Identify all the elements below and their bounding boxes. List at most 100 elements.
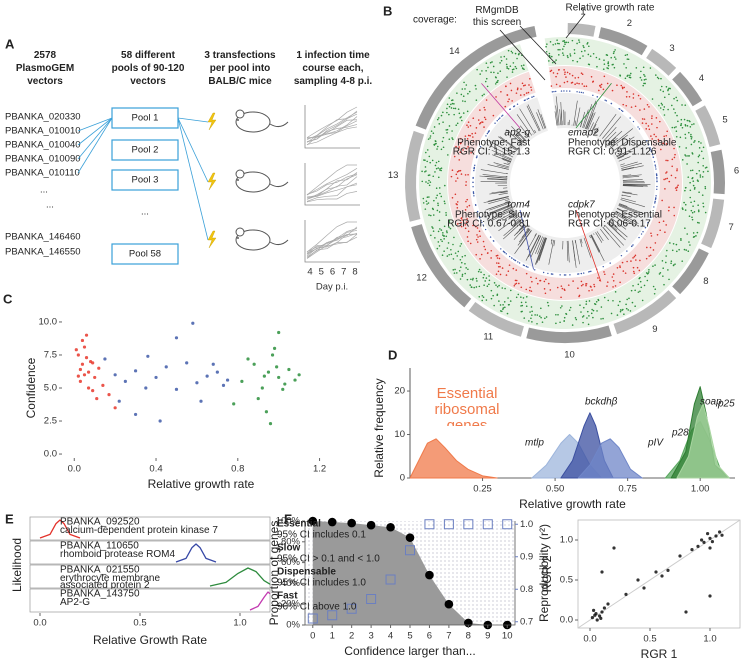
ring-texture: [460, 173, 463, 175]
ring-texture: [657, 77, 660, 80]
ring-texture: [465, 181, 467, 183]
ring-texture: [671, 104, 673, 107]
ring-texture: [428, 174, 431, 176]
ring-texture: [503, 301, 506, 303]
ring-texture: [450, 253, 453, 256]
ring-texture: [610, 217, 627, 230]
ring-texture: [477, 236, 479, 238]
y-tick-label: 20%: [281, 599, 301, 610]
ring-texture: [614, 49, 616, 51]
ring-texture: [585, 85, 588, 87]
ring-texture: [435, 197, 438, 199]
ring-texture: [472, 117, 475, 120]
ring-texture: [446, 255, 449, 257]
data-point: [366, 594, 377, 604]
mini-trace: [306, 116, 358, 139]
ring-texture: [460, 137, 462, 140]
ring-texture: [439, 192, 441, 195]
y-axis-label: Proportion of genes: [267, 521, 281, 626]
ring-texture: [472, 192, 475, 195]
ring-texture: [472, 186, 474, 188]
ring-texture: [464, 272, 466, 275]
ring-texture: [545, 316, 548, 318]
y-tick-label: 100%: [276, 516, 301, 527]
ring-texture: [605, 131, 617, 143]
ring-texture: [426, 203, 428, 205]
ring-texture: [568, 309, 571, 311]
ring-texture: [590, 234, 605, 262]
ring-texture: [690, 137, 693, 140]
ring-texture: [441, 254, 444, 256]
x-tick-label: 5: [407, 631, 412, 642]
ring-texture: [644, 75, 646, 77]
ring-texture: [616, 314, 619, 316]
ring-texture: [588, 300, 591, 302]
ring-texture: [626, 53, 629, 56]
ring-texture: [628, 76, 631, 79]
ring-texture: [456, 92, 458, 94]
ring-texture: [456, 177, 459, 179]
ring-texture: [562, 54, 565, 56]
ring-texture: [672, 242, 675, 245]
mini-trace: [306, 120, 358, 146]
ring-texture: [619, 309, 622, 311]
connector: [177, 117, 209, 241]
ring-texture: [525, 305, 528, 308]
ring-texture: [489, 202, 511, 211]
ring-texture: [659, 271, 662, 274]
ring-texture: [498, 136, 518, 151]
data-point: [327, 610, 338, 621]
annotation-gene: rom4: [507, 200, 530, 211]
ring-texture: [453, 113, 455, 116]
ring-texture: [422, 202, 425, 204]
ring-texture: [607, 67, 609, 70]
ring-texture: [555, 96, 560, 126]
gene-description-line: rhomboid protease ROM4: [60, 549, 175, 560]
ring-texture: [466, 278, 469, 281]
ring-texture: [464, 88, 466, 90]
annotation-ci: RGR CI: 1.15-1.3: [453, 147, 531, 158]
ring-texture: [527, 104, 541, 131]
ring-texture: [486, 196, 509, 203]
row-box: [29, 516, 271, 541]
ring-texture: [654, 288, 657, 291]
ring-texture: [497, 207, 513, 215]
ring-texture: [499, 273, 502, 276]
ring-texture: [586, 102, 598, 130]
ring-texture: [559, 321, 561, 324]
ring-texture: [637, 126, 639, 128]
ring-texture: [670, 174, 673, 177]
ring-texture: [545, 278, 547, 281]
ring-texture: [642, 66, 645, 69]
ring-texture: [604, 225, 624, 246]
ring-texture: [645, 78, 647, 81]
ring-texture: [614, 212, 634, 226]
ring-texture: [490, 71, 492, 74]
ring-texture: [508, 98, 510, 100]
ring-texture: [580, 311, 582, 313]
ring-texture: [613, 56, 616, 58]
y-tick-label: 7.5: [44, 349, 57, 360]
ring-texture: [442, 234, 444, 236]
ring-texture: [457, 147, 460, 150]
row-box: [29, 540, 271, 565]
ring-texture: [682, 208, 684, 211]
ring-texture: [490, 249, 493, 252]
ring-texture: [428, 214, 430, 216]
ring-texture: [464, 224, 467, 226]
data-point: [211, 362, 215, 366]
ring-texture: [590, 270, 592, 272]
ring-texture: [651, 138, 653, 140]
ring-texture: [592, 309, 595, 312]
y-tick-label: 0.5: [560, 575, 573, 586]
ring-texture: [505, 212, 516, 220]
ring-texture: [432, 230, 435, 232]
ring-texture: [698, 140, 700, 143]
x-tick-label: 0.0: [583, 634, 596, 645]
ring-texture: [508, 255, 511, 258]
lightning: [207, 230, 217, 249]
ring-texture: [689, 244, 691, 246]
ring-texture: [687, 250, 690, 252]
ring-texture: [701, 194, 704, 196]
ring-texture: [694, 140, 696, 142]
